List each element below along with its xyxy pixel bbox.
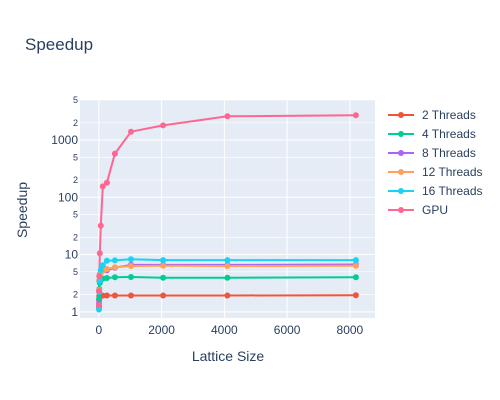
y-minor-tick-label: 5 — [73, 152, 78, 162]
y-minor-tick-label: 5 — [73, 95, 78, 105]
x-tick-label: 4000 — [211, 323, 238, 337]
legend-marker-16-threads — [398, 188, 404, 194]
legend-item-2-threads[interactable]: 2 Threads — [388, 108, 476, 122]
data-point-gpu[interactable] — [97, 222, 104, 229]
legend-item-12-threads[interactable]: 12 Threads — [388, 165, 483, 179]
data-point-16-threads[interactable] — [352, 257, 359, 264]
legend-label: GPU — [422, 203, 448, 217]
y-minor-tick-label: 5 — [73, 267, 78, 277]
y-minor-tick-label: 2 — [73, 290, 78, 300]
data-point-gpu[interactable] — [111, 150, 118, 157]
data-point-16-threads[interactable] — [96, 277, 103, 284]
data-point-16-threads[interactable] — [128, 256, 134, 263]
legend-marker-gpu — [398, 207, 404, 213]
y-tick-label: 1 — [71, 305, 78, 319]
data-point-2-threads[interactable] — [224, 292, 231, 299]
data-point-gpu[interactable] — [103, 179, 110, 186]
y-tick-label: 1000 — [51, 133, 78, 147]
x-tick-label: 0 — [95, 323, 102, 337]
data-point-4-threads[interactable] — [103, 275, 110, 281]
chart-title: Speedup — [25, 35, 93, 54]
data-point-12-threads[interactable] — [111, 264, 118, 271]
data-point-12-threads[interactable] — [352, 262, 359, 269]
y-minor-tick-label: 2 — [73, 232, 78, 242]
data-point-2-threads[interactable] — [160, 292, 167, 299]
data-point-16-threads[interactable] — [224, 257, 231, 264]
legend-marker-2-threads — [398, 112, 404, 118]
data-point-2-threads[interactable] — [352, 292, 359, 299]
data-point-gpu[interactable] — [160, 122, 167, 129]
legend-label: 4 Threads — [422, 127, 476, 141]
gridlines — [80, 99, 375, 318]
y-minor-tick-label: 5 — [73, 210, 78, 220]
data-point-gpu[interactable] — [352, 112, 359, 119]
data-point-gpu[interactable] — [96, 250, 103, 257]
legend-label: 8 Threads — [422, 146, 476, 160]
x-tick-label: 6000 — [274, 323, 301, 337]
legend-label: 12 Threads — [422, 165, 483, 179]
data-point-4-threads[interactable] — [96, 295, 103, 302]
data-point-2-threads[interactable] — [103, 292, 110, 299]
data-point-16-threads[interactable] — [97, 267, 104, 274]
data-point-16-threads[interactable] — [160, 257, 167, 264]
legend-label: 2 Threads — [422, 108, 476, 122]
data-point-gpu[interactable] — [99, 183, 106, 190]
data-point-gpu[interactable] — [96, 273, 103, 280]
legend-item-4-threads[interactable]: 4 Threads — [388, 127, 476, 141]
data-point-16-threads[interactable] — [111, 257, 118, 264]
data-point-gpu[interactable] — [96, 302, 102, 309]
plot-area — [80, 100, 375, 318]
data-point-12-threads[interactable] — [103, 266, 110, 272]
y-minor-tick-label: 2 — [73, 175, 78, 185]
series-markers — [96, 112, 359, 313]
data-point-16-threads[interactable] — [103, 257, 110, 264]
legend-item-8-threads[interactable]: 8 Threads — [388, 146, 476, 160]
data-point-12-threads[interactable] — [128, 263, 134, 269]
legend-label: 16 Threads — [422, 184, 483, 198]
x-tick-label: 8000 — [337, 323, 364, 337]
legend-marker-4-threads — [398, 131, 404, 137]
legend[interactable]: 2 Threads 4 Threads 8 Threads 12 Threads 16 … — [388, 108, 483, 217]
data-point-4-threads[interactable] — [160, 274, 167, 281]
legend-item-gpu[interactable]: GPU — [388, 203, 448, 217]
y-axis-title: Speedup — [14, 182, 30, 238]
data-point-4-threads[interactable] — [224, 274, 231, 281]
tick-labels: 0 2000 4000 6000 8000 2 5 2 5 2 5 2 5 1 10 100 1000 — [51, 95, 363, 337]
data-point-4-threads[interactable] — [111, 274, 118, 281]
x-tick-label: 2000 — [148, 323, 175, 337]
data-point-4-threads[interactable] — [128, 274, 134, 280]
legend-marker-12-threads — [398, 169, 404, 175]
y-tick-label: 10 — [65, 248, 79, 262]
data-point-gpu[interactable] — [224, 113, 231, 120]
data-point-12-threads[interactable] — [224, 263, 231, 269]
x-axis-title: Lattice Size — [192, 348, 265, 364]
data-point-16-threads[interactable] — [96, 306, 102, 313]
y-tick-label: 100 — [58, 190, 78, 204]
y-minor-tick-label: 2 — [73, 118, 78, 128]
data-point-2-threads[interactable] — [111, 292, 118, 299]
legend-item-16-threads[interactable]: 16 Threads — [388, 184, 483, 198]
data-point-16-threads[interactable] — [99, 262, 106, 269]
data-point-12-threads[interactable] — [160, 262, 167, 269]
legend-marker-8-threads — [398, 150, 404, 156]
data-point-2-threads[interactable] — [128, 292, 134, 299]
data-point-gpu[interactable] — [96, 288, 103, 295]
data-point-gpu[interactable] — [128, 128, 134, 135]
data-point-4-threads[interactable] — [352, 274, 359, 281]
